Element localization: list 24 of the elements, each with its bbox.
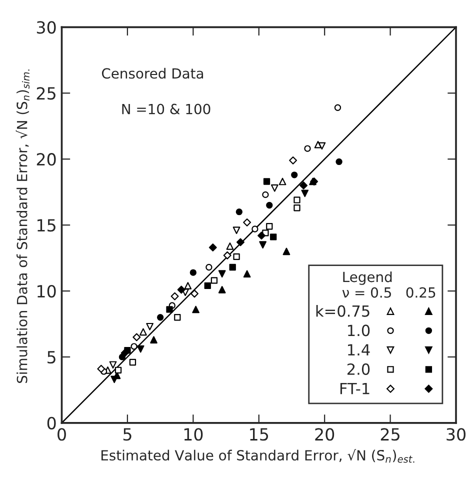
legend-label: FT-1 [340, 382, 370, 394]
y-tick-label: 5 [48, 351, 56, 364]
x-tick-label: 25 [380, 428, 400, 441]
x-tick-label: 15 [250, 428, 268, 441]
x-tick-label: 5 [123, 428, 132, 441]
legend-title: Legend ν = 0.5 0.25 [342, 271, 436, 298]
legend-label: 1.0 [348, 324, 370, 336]
annotation: N =10 & 100 [122, 104, 210, 114]
x-tick-label: 30 [446, 428, 466, 441]
y-tick-label: 10 [38, 284, 56, 298]
y-tick-label: 25 [36, 87, 56, 100]
y-tick-label: 20 [36, 153, 56, 166]
y-axis-title: Simulation Data of Standard Error, √N (S̄$_{n}$)$_{sim.}$ [16, 70, 30, 383]
y-tick-label: 0 [47, 416, 56, 430]
x-tick-label: 10 [184, 428, 203, 441]
legend-label: k=0.75 [316, 305, 370, 317]
x-tick-label: 0 [58, 428, 66, 441]
y-tick-label: 15 [38, 219, 56, 232]
y-tick-label: 30 [36, 21, 56, 34]
annotation: Censored Data [102, 68, 204, 79]
x-tick-label: 20 [315, 428, 334, 441]
legend-label: 2.0 [347, 363, 370, 375]
x-axis-title: Estimated Value of Standard Error, √N (S̄$_{n}$)$_{est.}$ [101, 449, 414, 463]
legend-label: 1.4 [348, 344, 370, 356]
